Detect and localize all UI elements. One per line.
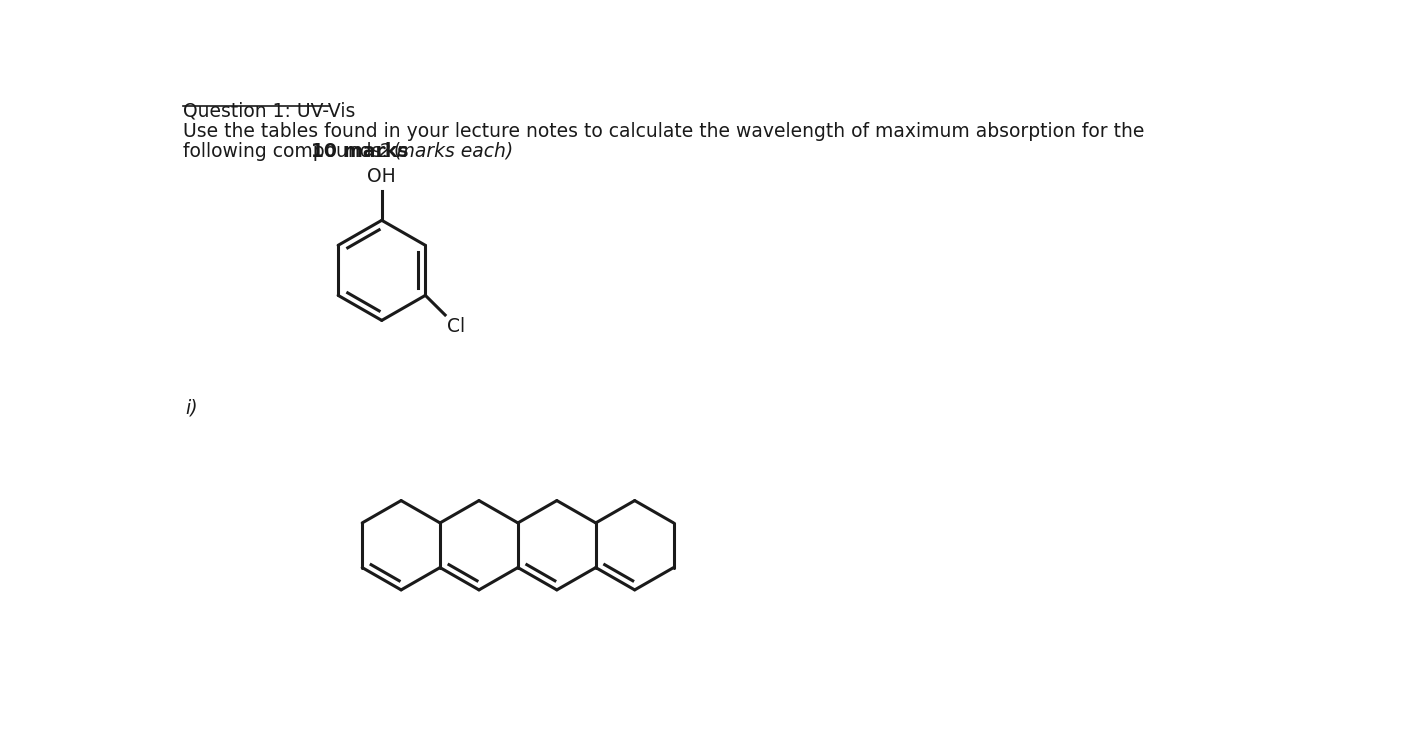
Text: Question 1: UV-Vis: Question 1: UV-Vis <box>182 102 356 121</box>
Text: Use the tables found in your lecture notes to calculate the wavelength of maximu: Use the tables found in your lecture not… <box>182 121 1144 141</box>
Text: 10 marks: 10 marks <box>312 142 409 161</box>
Text: Cl: Cl <box>447 317 466 336</box>
Text: following compounds: (: following compounds: ( <box>182 142 401 161</box>
Text: i): i) <box>186 399 199 418</box>
Text: - 2 marks each): - 2 marks each) <box>360 142 514 161</box>
Text: OH: OH <box>367 168 396 186</box>
